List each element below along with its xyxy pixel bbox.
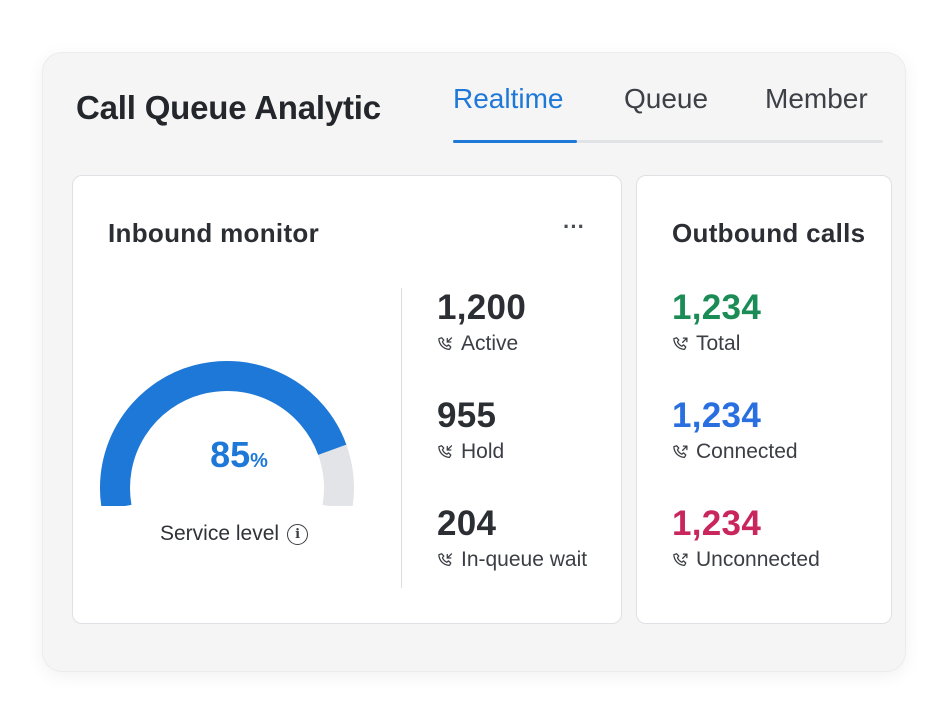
phone-icon — [673, 444, 688, 458]
gauge-svg — [100, 361, 354, 511]
service-level-caption: Service level i — [160, 522, 309, 546]
stat-total: 1,234 Total — [672, 288, 761, 356]
stat-label: Hold — [461, 440, 505, 463]
stat-label: Unconnected — [696, 548, 820, 571]
stat-label: Active — [461, 332, 519, 355]
tab-member[interactable]: Member — [765, 83, 868, 114]
tab-realtime[interactable]: Realtime — [453, 83, 564, 114]
call-queue-panel: Call Queue Analytic Realtime Queue Membe… — [42, 52, 906, 672]
phone-icon — [438, 552, 453, 566]
more-icon[interactable]: ··· — [563, 214, 585, 239]
stats-divider — [401, 288, 402, 588]
gauge-value: 85% — [99, 434, 379, 476]
stat-label-row: Total — [672, 332, 761, 356]
page-title: Call Queue Analytic — [76, 89, 381, 126]
inbound-monitor-card: Inbound monitor ··· 85% Service level i … — [72, 175, 622, 624]
phone-icon — [438, 336, 453, 350]
phone-icon — [673, 552, 688, 566]
outbound-card-title: Outbound calls — [672, 218, 866, 248]
stat-label: In-queue wait — [461, 548, 588, 571]
phone-icon — [438, 444, 453, 458]
gauge-percent: 85 — [210, 434, 251, 475]
stat-label-row: In-queue wait — [437, 548, 587, 572]
tab-track — [453, 140, 883, 143]
outbound-calls-card: Outbound calls 1,234 Total 1,234 Connect… — [636, 175, 892, 624]
stat-active: 1,200 Active — [437, 288, 526, 356]
tab-queue[interactable]: Queue — [624, 83, 709, 114]
stat-value: 204 — [437, 504, 497, 543]
gauge-fill — [100, 361, 347, 511]
stat-in-queue-wait: 204 In-queue wait — [437, 504, 587, 572]
phone-icon — [673, 336, 688, 350]
tab-active-indicator — [453, 140, 577, 143]
info-icon[interactable]: i — [287, 523, 309, 545]
service-level-gauge: 85% — [99, 316, 379, 511]
stat-value: 955 — [437, 396, 497, 435]
stat-connected: 1,234 Connected — [672, 396, 798, 464]
inbound-card-title: Inbound monitor — [108, 218, 320, 248]
stat-value: 1,234 — [672, 504, 762, 543]
stat-label-row: Connected — [672, 440, 798, 464]
stat-value: 1,234 — [672, 288, 762, 327]
stat-value: 1,234 — [672, 396, 762, 435]
stat-hold: 955 Hold — [437, 396, 504, 464]
tab-bar: Realtime Queue Member — [453, 83, 883, 143]
stat-label: Total — [696, 332, 741, 355]
stat-value: 1,200 — [437, 288, 527, 327]
stat-label: Connected — [696, 440, 798, 463]
stat-label-row: Hold — [437, 440, 504, 464]
stat-label-row: Active — [437, 332, 526, 356]
gauge-unit: % — [250, 450, 268, 472]
service-level-label: Service level — [160, 522, 280, 545]
stat-unconnected: 1,234 Unconnected — [672, 504, 820, 572]
stat-label-row: Unconnected — [672, 548, 820, 572]
